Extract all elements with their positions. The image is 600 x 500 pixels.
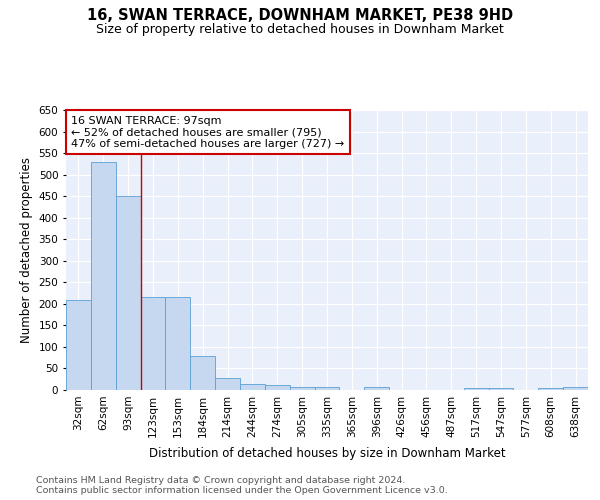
Bar [215, 378, 240, 390]
Bar [290, 387, 314, 390]
Bar [91, 162, 116, 390]
Text: Contains public sector information licensed under the Open Government Licence v3: Contains public sector information licen… [36, 486, 448, 495]
Bar [464, 388, 488, 390]
Bar [166, 298, 190, 390]
Bar [538, 388, 563, 390]
Bar [66, 300, 91, 390]
Text: Contains HM Land Registry data © Crown copyright and database right 2024.: Contains HM Land Registry data © Crown c… [36, 476, 406, 485]
Bar [265, 386, 290, 390]
Bar [314, 387, 340, 390]
Bar [488, 388, 514, 390]
Text: 16, SWAN TERRACE, DOWNHAM MARKET, PE38 9HD: 16, SWAN TERRACE, DOWNHAM MARKET, PE38 9… [87, 8, 513, 22]
Bar [140, 298, 166, 390]
Y-axis label: Number of detached properties: Number of detached properties [20, 157, 33, 343]
Text: Distribution of detached houses by size in Downham Market: Distribution of detached houses by size … [149, 448, 505, 460]
Bar [190, 356, 215, 390]
Bar [116, 196, 140, 390]
Text: 16 SWAN TERRACE: 97sqm
← 52% of detached houses are smaller (795)
47% of semi-de: 16 SWAN TERRACE: 97sqm ← 52% of detached… [71, 116, 344, 149]
Text: Size of property relative to detached houses in Downham Market: Size of property relative to detached ho… [96, 22, 504, 36]
Bar [240, 384, 265, 390]
Bar [563, 388, 588, 390]
Bar [364, 388, 389, 390]
